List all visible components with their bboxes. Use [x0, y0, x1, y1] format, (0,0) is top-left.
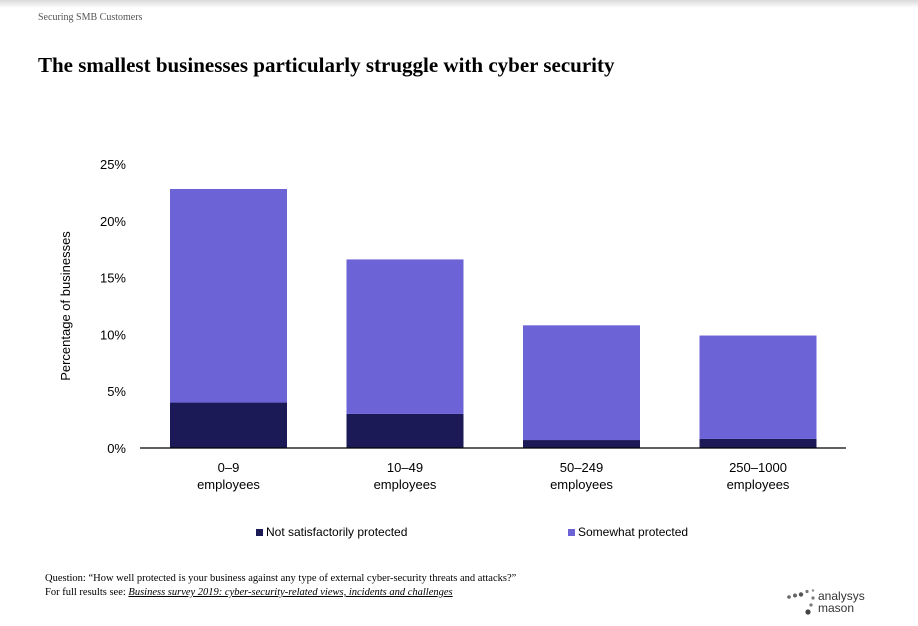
- company-logo: analysys mason: [786, 588, 886, 620]
- bar-somewhat-protected: [523, 325, 640, 441]
- y-tick-label: 15%: [100, 271, 126, 286]
- footnote-question: Question: “How well protected is your bu…: [45, 573, 517, 584]
- y-tick-label: 10%: [100, 327, 126, 342]
- x-tick-label: 10–49: [387, 460, 423, 475]
- y-tick-label: 20%: [100, 214, 126, 229]
- footnote-results-prefix: For full results see:: [45, 587, 129, 598]
- top-shade: [0, 0, 918, 8]
- bar-not-protected: [523, 440, 640, 448]
- footnote: Question: “How well protected is your bu…: [45, 572, 516, 600]
- x-tick-label: employees: [197, 477, 260, 492]
- logo-line-2: mason: [818, 601, 855, 615]
- y-tick-label: 0%: [107, 441, 126, 456]
- x-tick-label: employees: [727, 477, 790, 492]
- logo-text: analysys mason: [818, 590, 865, 614]
- x-tick-label: employees: [374, 477, 437, 492]
- x-tick-label: employees: [550, 477, 613, 492]
- legend-item-somewhat-protected: Somewhat protected: [568, 525, 688, 539]
- section-label: Securing SMB Customers: [38, 12, 143, 23]
- bar-somewhat-protected: [170, 188, 287, 403]
- y-tick-label: 25%: [100, 157, 126, 172]
- bar-not-protected: [346, 413, 464, 448]
- slide-title: The smallest businesses particularly str…: [38, 53, 615, 77]
- x-tick-label: 250–1000: [729, 460, 787, 475]
- legend-swatch: [256, 528, 263, 536]
- bar-somewhat-protected: [699, 335, 817, 439]
- bar-somewhat-protected: [346, 259, 464, 414]
- legend-label: Somewhat protected: [578, 525, 689, 539]
- bar-not-protected: [699, 438, 817, 448]
- legend-label: Not satisfactorily protected: [266, 525, 408, 539]
- x-tick-label: 50–249: [560, 460, 603, 475]
- dots-logo-icon: [787, 589, 815, 615]
- report-link[interactable]: Business survey 2019: cyber-security-rel…: [128, 587, 453, 598]
- y-tick-label: 5%: [107, 384, 126, 399]
- bar-not-protected: [170, 402, 287, 448]
- x-tick-label: 0–9: [218, 460, 240, 475]
- legend-item-not-protected: Not satisfactorily protected: [256, 525, 407, 539]
- footnote-results: For full results see: Business survey 20…: [45, 586, 516, 600]
- y-axis-label: Percentage of businesses: [58, 231, 73, 381]
- logo-line-1: analysys: [818, 589, 865, 603]
- legend-swatch: [568, 528, 575, 536]
